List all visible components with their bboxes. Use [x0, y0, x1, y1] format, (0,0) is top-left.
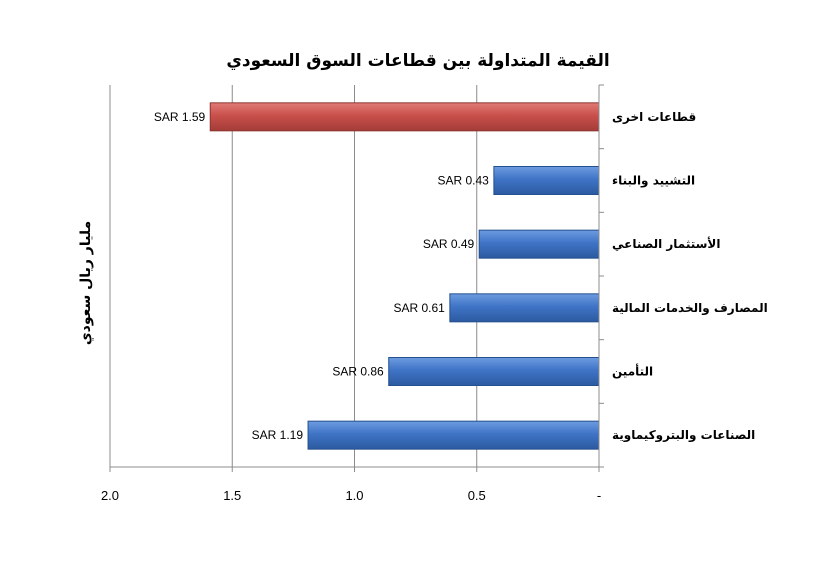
data-label: SAR 0.61 [393, 301, 445, 315]
category-label: الصناعات والبتروكيماوية [612, 428, 755, 443]
data-label: SAR 1.59 [154, 110, 206, 124]
axes [109, 84, 604, 472]
bar [493, 166, 600, 195]
x-tick-label: 2.0 [101, 488, 119, 503]
x-tick-label: 0.5 [468, 488, 486, 503]
bar [388, 357, 600, 386]
category-label: قطاعات اخرى [612, 110, 696, 124]
x-tick-label: - [597, 488, 601, 503]
x-tick-label: 1.0 [345, 488, 363, 503]
y-axis-label: مليار ريال سعودي [78, 221, 95, 345]
bar [209, 102, 600, 132]
bar [449, 293, 600, 323]
category-label: التأمين [612, 364, 653, 379]
category-label: المصارف والخدمات المالية [612, 301, 768, 316]
data-label: SAR 0.49 [423, 237, 475, 251]
data-label: SAR 0.86 [332, 365, 384, 379]
gridlines [109, 85, 478, 467]
data-label: SAR 0.43 [437, 174, 489, 188]
category-labels: قطاعات اخرى التشييد والبناء الأستثمار الصن… [612, 110, 768, 443]
data-labels: SAR 1.59 SAR 0.43 SAR 0.49 SAR 0.61 SAR 0.86… [154, 110, 489, 442]
chart-title: القيمة المتداولة بين قطاعات السوق السعود… [226, 51, 609, 71]
bar [478, 229, 600, 259]
category-label: التشييد والبناء [612, 174, 695, 189]
x-tick-labels: 2.0 1.5 1.0 0.5 - [101, 488, 601, 503]
x-tick-label: 1.5 [223, 488, 241, 503]
data-label: SAR 1.19 [252, 428, 304, 442]
bars [209, 102, 600, 450]
category-label: الأستثمار الصناعي [612, 236, 720, 251]
bar [307, 420, 600, 450]
